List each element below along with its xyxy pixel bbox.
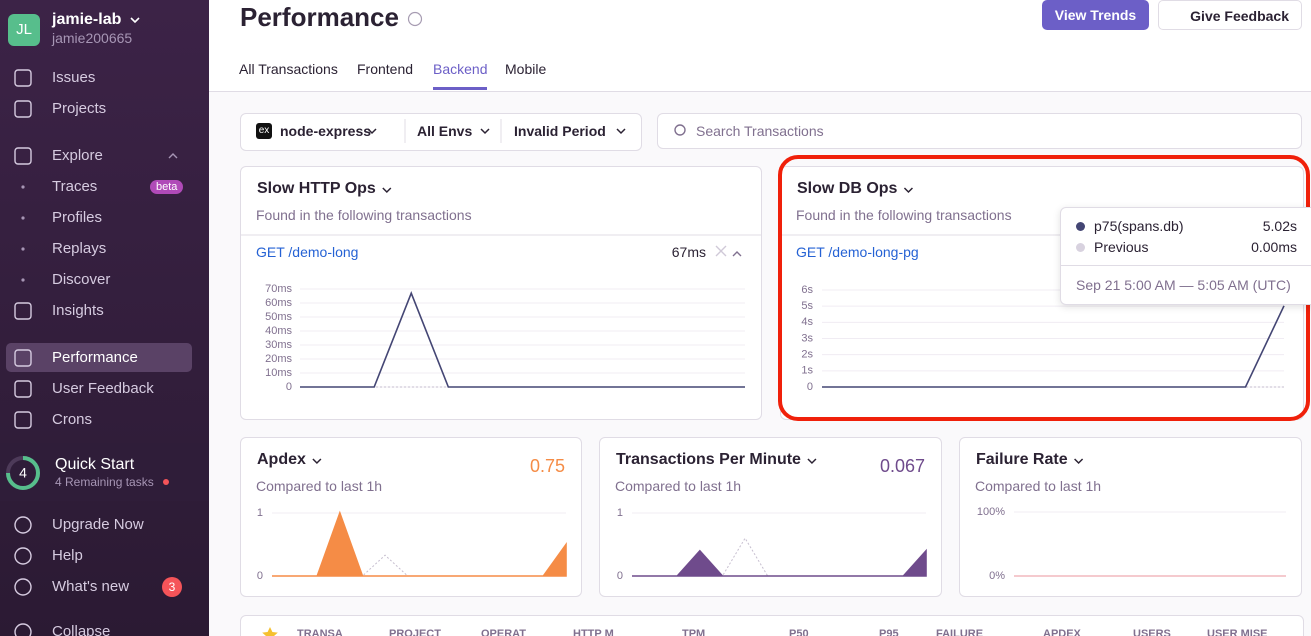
widget-subtitle: Found in the following transactions <box>256 207 472 223</box>
avatar: JL <box>8 14 40 46</box>
column-header[interactable]: HTTP M <box>573 628 614 636</box>
quick-start-subtitle: 4 Remaining tasks <box>55 475 154 489</box>
tooltip-dot <box>1076 222 1085 231</box>
widget-value: 0.75 <box>529 456 565 476</box>
tooltip-previous: Previous <box>1094 239 1149 255</box>
footer-item[interactable]: What's new <box>52 578 130 595</box>
nav-item[interactable]: Traces <box>52 178 98 195</box>
column-header[interactable]: TPM <box>682 628 706 636</box>
nav-item[interactable]: Explore <box>52 147 103 164</box>
nav-item[interactable]: Performance <box>52 349 138 366</box>
nav-item[interactable]: Crons <box>52 411 93 428</box>
column-header[interactable]: P95 <box>879 628 899 636</box>
column-header[interactable]: OPERAT <box>481 628 527 636</box>
nav-item[interactable]: User Feedback <box>52 380 154 397</box>
widget-value: 0.067 <box>879 456 925 476</box>
tooltip-time: Sep 21 5:00 AM — 5:05 AM (UTC) <box>1076 277 1291 293</box>
nav-item[interactable]: Insights <box>52 302 104 319</box>
widget-title[interactable]: Transactions Per Minute <box>616 451 801 468</box>
filter-bar <box>240 113 642 151</box>
widget-title[interactable]: Failure Rate <box>976 451 1068 468</box>
widget-title[interactable]: Slow DB Ops <box>797 180 898 197</box>
transaction-value: 67ms <box>671 244 706 260</box>
tab[interactable]: All Transactions <box>239 61 338 77</box>
nav-item[interactable]: Issues <box>52 69 96 86</box>
quick-start-title[interactable]: Quick Start <box>55 456 135 473</box>
project-filter[interactable]: node-express <box>280 123 372 139</box>
tooltip-dot <box>1076 243 1085 252</box>
env-filter[interactable]: All Envs <box>417 123 473 139</box>
footer-badge: 3 <box>162 577 182 597</box>
page-title: Performance <box>240 2 399 32</box>
tab[interactable]: Backend <box>433 61 488 90</box>
nav-item[interactable]: Projects <box>52 100 107 117</box>
search-placeholder: Search Transactions <box>696 123 824 139</box>
user-name: jamie200665 <box>52 30 133 46</box>
widget-subtitle: Compared to last 1h <box>975 478 1102 494</box>
nav-item[interactable]: Profiles <box>52 209 103 226</box>
column-header[interactable]: USERS <box>1133 628 1171 636</box>
tooltip-divider <box>1061 265 1311 266</box>
column-header[interactable]: P50 <box>789 628 809 636</box>
tooltip-value: 5.02s <box>1262 218 1297 234</box>
tooltip-series: p75(spans.db) <box>1094 218 1184 234</box>
footer-item[interactable]: Collapse <box>52 623 111 636</box>
sidebar <box>0 0 209 636</box>
transaction-link[interactable]: GET /demo-long-pg <box>796 244 919 260</box>
tab[interactable]: Frontend <box>357 61 414 77</box>
table-card <box>240 615 1304 636</box>
column-header[interactable]: PROJECT <box>389 628 441 636</box>
column-header[interactable]: TRANSA <box>297 628 343 636</box>
column-header[interactable]: APDEX <box>1043 628 1081 636</box>
nav-item[interactable]: Replays <box>52 240 107 257</box>
tab[interactable]: Mobile <box>505 61 547 77</box>
column-header[interactable]: FAILURE <box>936 628 984 636</box>
widget-subtitle: Compared to last 1h <box>256 478 383 494</box>
widget-title[interactable]: Slow HTTP Ops <box>257 180 376 197</box>
widget-title[interactable]: Apdex <box>257 451 306 468</box>
transaction-link[interactable]: GET /demo-long <box>256 244 359 260</box>
nav-item[interactable]: Discover <box>52 271 111 288</box>
widget-subtitle: Compared to last 1h <box>615 478 742 494</box>
widget-card <box>959 437 1302 597</box>
footer-item[interactable]: Help <box>52 547 83 564</box>
active-nav-bg <box>6 343 192 372</box>
nav-badge: beta <box>150 180 184 194</box>
widget-subtitle: Found in the following transactions <box>796 207 1012 223</box>
widget-card <box>240 166 762 420</box>
feedback-button[interactable]: Give Feedback <box>1158 0 1302 30</box>
view-trends-button[interactable]: View Trends <box>1042 0 1149 30</box>
period-filter[interactable]: Invalid Period <box>514 123 606 139</box>
footer-item[interactable]: Upgrade Now <box>52 516 144 533</box>
search[interactable] <box>657 113 1302 149</box>
tooltip-previous-value: 0.00ms <box>1251 239 1297 255</box>
column-header[interactable]: USER MISE <box>1207 628 1268 636</box>
project-icon: ex <box>256 123 272 139</box>
org-name: jamie-lab <box>52 11 122 28</box>
